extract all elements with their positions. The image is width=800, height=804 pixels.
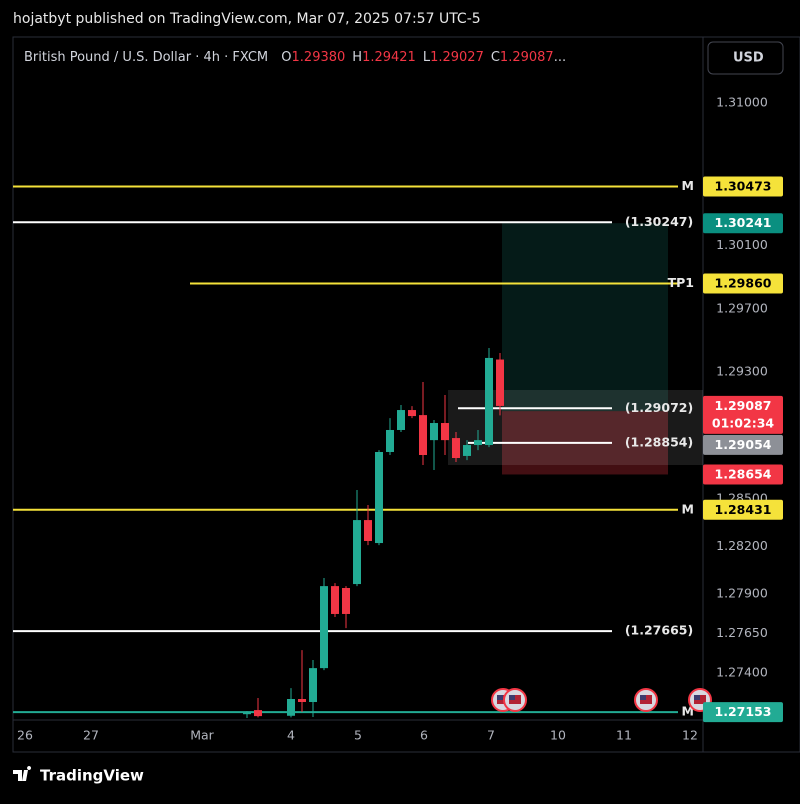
ellipsis: ... xyxy=(554,50,566,65)
candle-body xyxy=(452,438,460,459)
profit-zone xyxy=(502,223,668,412)
y-tick-label: 1.29300 xyxy=(716,364,768,379)
price-tag-label: 1.29054 xyxy=(715,437,772,452)
level-label: (1.27665) xyxy=(625,623,693,638)
y-tick-label: 1.27400 xyxy=(716,665,768,680)
level-label: M xyxy=(682,501,694,516)
price-tag-label: 1.30241 xyxy=(715,215,772,230)
candle-body xyxy=(309,668,317,703)
event-flag-canton xyxy=(694,695,700,700)
price-tag xyxy=(703,273,783,294)
ohlc-value: 1.29380 xyxy=(292,50,346,65)
currency-button[interactable] xyxy=(707,41,784,75)
price-tag xyxy=(703,464,783,485)
chart-title: British Pound / U.S. Dollar · 4h · FXCM xyxy=(24,50,268,65)
candle-body xyxy=(397,410,405,430)
level-label: (1.29072) xyxy=(625,400,693,415)
candle-body xyxy=(474,440,482,446)
candle-body xyxy=(463,445,471,456)
candle-body xyxy=(430,423,438,441)
price-tag-label: 1.29860 xyxy=(715,276,772,291)
price-tag-label: 1.28654 xyxy=(715,466,772,481)
candle-body xyxy=(353,520,361,585)
brand-name: TradingView xyxy=(40,767,144,785)
event-flag-canton xyxy=(509,695,515,700)
price-tag xyxy=(703,395,783,434)
candle-body xyxy=(386,429,394,452)
x-tick-label: 26 xyxy=(17,728,33,743)
event-flag-canton xyxy=(497,695,503,700)
countdown: 01:02:34 xyxy=(712,415,774,430)
candle-body xyxy=(485,357,493,446)
ohlc-label: L xyxy=(423,50,431,65)
ohlc-label: O xyxy=(281,50,291,65)
price-tag xyxy=(703,434,783,455)
ohlc-value: 1.29421 xyxy=(362,50,416,65)
candle-body xyxy=(375,451,383,544)
ohlc-value: 1.29087 xyxy=(500,50,554,65)
x-tick-label: 12 xyxy=(682,728,698,743)
x-tick-label: 10 xyxy=(550,728,566,743)
plot: 1.310001.301001.297001.293001.285001.282… xyxy=(13,95,783,743)
candle-body xyxy=(419,415,427,456)
x-tick-label: 27 xyxy=(83,728,99,743)
x-tick-label: 5 xyxy=(354,728,362,743)
x-tick-label: 11 xyxy=(616,728,632,743)
ohlc-label: H xyxy=(352,50,362,65)
level-label: (1.30247) xyxy=(625,214,693,229)
price-tag xyxy=(703,499,783,520)
x-tick-label: 7 xyxy=(487,728,495,743)
y-tick-label: 1.27900 xyxy=(716,585,768,600)
candle-body xyxy=(254,710,262,717)
candle-body xyxy=(331,586,339,614)
y-tick-label: 1.28200 xyxy=(716,538,768,553)
price-tag-label: 1.30473 xyxy=(715,178,772,193)
candle-body xyxy=(408,410,416,417)
y-tick-label: 1.29700 xyxy=(716,300,768,315)
publisher: hojatbyt published on TradingView.com, M… xyxy=(13,11,481,27)
price-tag xyxy=(703,213,783,234)
candle-body xyxy=(342,588,350,614)
price-tag-label: 1.28431 xyxy=(715,502,772,517)
candle-body xyxy=(298,698,306,703)
ohlc-label: C xyxy=(491,50,500,65)
x-tick-label: 4 xyxy=(287,728,295,743)
price-tag xyxy=(703,176,783,197)
legend: British Pound / U.S. Dollar · 4h · FXCM … xyxy=(24,50,566,65)
level-label: (1.28854) xyxy=(625,434,693,449)
price-tag-label: 1.27153 xyxy=(715,704,772,719)
chart-frame xyxy=(12,36,800,753)
brand-logo xyxy=(13,766,32,781)
price-tag xyxy=(703,702,783,723)
event-flag-canton xyxy=(640,695,646,700)
candle-body xyxy=(441,423,449,441)
level-label: TP1 xyxy=(668,275,694,290)
candle-body xyxy=(287,698,295,716)
candle-body xyxy=(496,359,504,406)
y-tick-label: 1.30100 xyxy=(716,237,768,252)
level-label: M xyxy=(682,178,694,193)
candle-body xyxy=(243,712,251,715)
candle-body xyxy=(320,586,328,669)
price-tag-label: 1.29087 xyxy=(715,398,772,413)
candle-body xyxy=(364,520,372,541)
x-tick-label: 6 xyxy=(420,728,428,743)
y-tick-label: 1.31000 xyxy=(716,95,768,110)
x-tick-label: Mar xyxy=(190,728,214,743)
y-tick-label: 1.27650 xyxy=(716,625,768,640)
brand: TradingView xyxy=(13,766,144,785)
ohlc-value: 1.29027 xyxy=(430,50,484,65)
currency: USD xyxy=(733,51,764,66)
